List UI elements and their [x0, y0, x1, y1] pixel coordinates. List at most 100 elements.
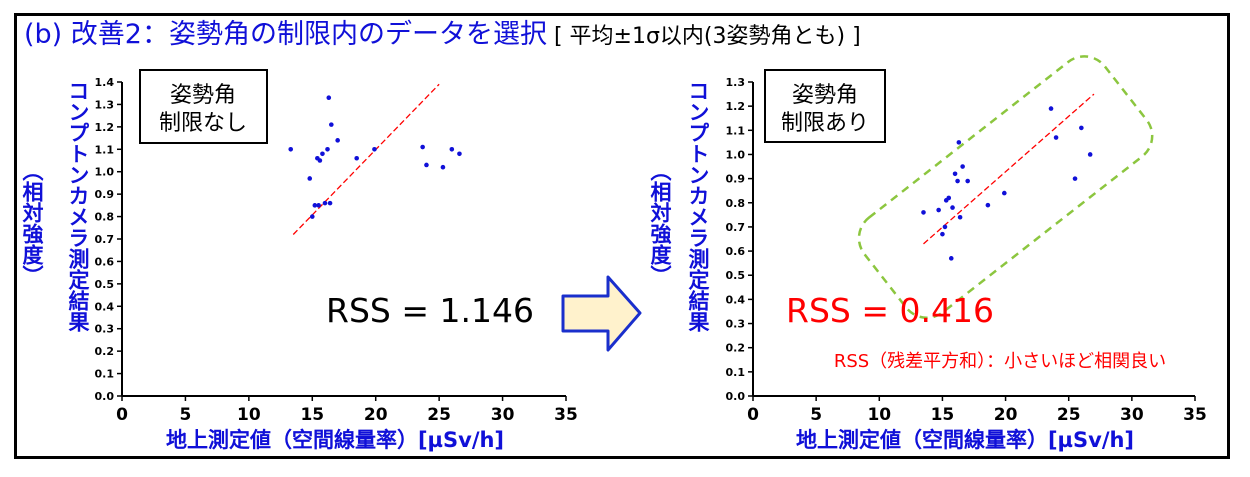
arrow-icon [561, 275, 642, 352]
y-tick-label: 0.7 [95, 233, 115, 246]
data-point [1002, 190, 1007, 196]
data-point [940, 231, 945, 237]
y-tick-label: 0.8 [726, 197, 746, 210]
x-tick-label: 5 [810, 405, 822, 425]
x-tick-label: 15 [931, 405, 955, 425]
data-point [329, 122, 334, 127]
fit-line [923, 93, 1095, 245]
left-label-box [139, 69, 268, 144]
data-point [322, 200, 328, 206]
y-tick-label: 0.5 [726, 269, 746, 282]
right-plot-area: 0.0 0.1 0.2 0.3 0.4 0.5 0.6 0.7 0.8 0.9 1.0 1.1 1.2 1… [726, 55, 1207, 425]
data-point [309, 214, 315, 219]
y-tick-label: 0.1 [95, 368, 115, 381]
data-point [317, 158, 323, 163]
x-tick-label: 25 [1057, 405, 1081, 425]
data-point [952, 171, 958, 177]
data-point [457, 151, 462, 157]
selection-highlight-box [857, 55, 1154, 319]
data-point [354, 155, 359, 161]
x-tick-label: 0 [747, 405, 759, 425]
data-point [955, 178, 960, 184]
fit-line [292, 83, 440, 235]
left-y-axis-sublabel: （相対強度） [20, 160, 44, 286]
data-point [956, 140, 962, 145]
figure-title: (b) 改善2：姿勢角の制限内のデータを選択 [ 平均±1σ以内(3姿勢角とも)… [24, 14, 861, 59]
data-point [960, 164, 965, 169]
data-point [440, 164, 446, 170]
x-tick-label: 10 [867, 405, 891, 425]
figure-frame [14, 13, 1230, 459]
data-point [936, 207, 941, 213]
right-y-axis-sublabel: （相対強度） [648, 160, 672, 286]
y-tick-label: 0.7 [726, 221, 746, 234]
data-point [320, 151, 325, 157]
right-x-axis-label: 地上測定値（空間線量率）[µSv/h] [796, 428, 1134, 452]
data-point [372, 146, 377, 152]
right-rss-note: RSS（残差平方和）：小さいほど相関良い [834, 351, 1166, 372]
data-point [420, 144, 425, 150]
data-point [957, 214, 963, 220]
title-main: (b) 改善2：姿勢角の制限内のデータを選択 [24, 19, 547, 50]
left-y-axis-label: コンプトンカメラ測定結果 [66, 80, 90, 332]
x-tick-label: 5 [180, 405, 192, 425]
y-tick-label: 1.2 [95, 121, 115, 134]
data-point [1048, 106, 1054, 111]
y-tick-label: 0.8 [95, 211, 115, 224]
x-tick-label: 25 [427, 405, 451, 425]
x-tick-label: 10 [237, 405, 261, 425]
y-tick-label: 1.2 [726, 100, 746, 113]
left-rss-value: RSS = 1.146 [326, 291, 534, 330]
y-tick-label: 0.9 [95, 188, 115, 201]
y-tick-label: 1.3 [95, 98, 115, 111]
right-label-box [764, 69, 886, 143]
left-plot-area: 0.0 0.1 0.2 0.3 0.4 0.5 0.6 0.7 0.8 0.9 1.0 1.1 1.2 1… [95, 76, 578, 425]
y-tick-label: 0.1 [726, 366, 746, 379]
data-point [325, 146, 330, 152]
x-tick-label: 20 [364, 405, 388, 425]
y-tick-label: 0.0 [95, 390, 115, 403]
x-tick-label: 15 [300, 405, 324, 425]
data-point [950, 205, 955, 210]
data-point [948, 256, 954, 261]
data-point [985, 202, 991, 208]
y-tick-label: 0.3 [95, 323, 115, 336]
data-point [942, 224, 948, 230]
y-tick-label: 0.6 [726, 245, 746, 258]
data-point [946, 195, 952, 201]
x-tick-label: 30 [491, 405, 515, 425]
data-point [288, 146, 294, 152]
right-label-line1: 姿勢角 [792, 83, 858, 108]
data-point [316, 203, 321, 208]
y-tick-label: 0.4 [726, 293, 746, 306]
y-tick-label: 1.0 [726, 148, 746, 161]
y-tick-label: 0.2 [95, 345, 115, 358]
data-point [1072, 176, 1078, 181]
data-point [326, 95, 332, 100]
y-tick-label: 1.0 [95, 166, 115, 179]
data-point [965, 178, 970, 184]
data-point [449, 146, 455, 152]
right-label-line2: 制限あり [781, 111, 869, 136]
title-sub: [ 平均±1σ以内(3姿勢角とも) ] [546, 24, 861, 49]
left-x-axis-label: 地上測定値（空間線量率）[µSv/h] [166, 428, 504, 452]
left-label-line2: 制限なし [159, 111, 247, 136]
y-tick-label: 1.3 [726, 76, 746, 89]
data-point [921, 210, 926, 215]
data-point [1079, 125, 1084, 131]
data-point [1053, 135, 1059, 140]
data-point [312, 203, 318, 208]
data-point [307, 176, 313, 181]
y-tick-label: 0.0 [726, 390, 746, 403]
x-tick-label: 35 [1183, 405, 1207, 425]
x-tick-label: 20 [994, 405, 1018, 425]
y-tick-label: 0.5 [95, 278, 115, 291]
y-tick-label: 1.4 [95, 76, 115, 89]
data-point [424, 162, 429, 168]
data-point [1087, 152, 1093, 157]
y-tick-label: 0.2 [726, 342, 746, 355]
x-tick-label: 0 [116, 405, 128, 425]
right-chart: 0.0 0.1 0.2 0.3 0.4 0.5 0.6 0.7 0.8 0.9 1.0 1.1 1.2 1… [648, 55, 1207, 452]
y-tick-label: 0.9 [726, 173, 746, 186]
